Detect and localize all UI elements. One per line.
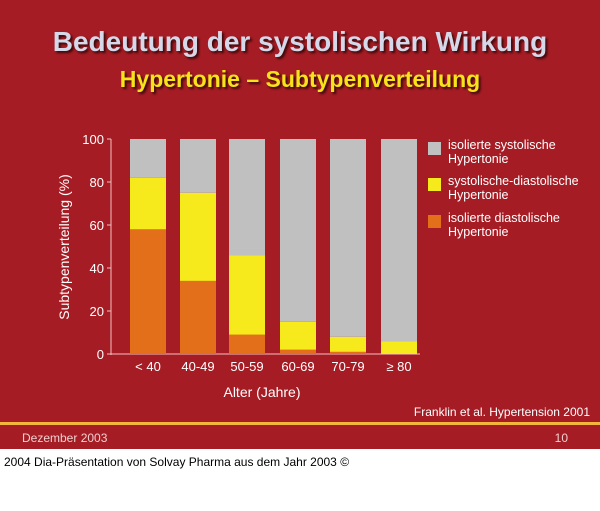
caption: 2004 Dia-Präsentation von Solvay Pharma … xyxy=(4,455,350,469)
bar-segment xyxy=(381,341,417,354)
legend-swatch xyxy=(428,142,441,155)
bar-segment xyxy=(180,280,216,354)
x-axis-label: Alter (Jahre) xyxy=(223,384,300,400)
bar-segment xyxy=(330,139,366,337)
divider-line xyxy=(0,422,600,425)
bar-segment xyxy=(180,192,216,281)
bar-segment xyxy=(180,139,216,193)
y-tick-label: 40 xyxy=(90,261,104,276)
legend-entry: isolierte diastolische Hypertonie xyxy=(448,211,560,239)
citation: Franklin et al. Hypertension 2001 xyxy=(413,405,590,419)
x-tick-label: ≥ 80 xyxy=(386,359,411,374)
x-tick-label: < 40 xyxy=(135,359,161,374)
y-axis-label: Subtypenverteilung (%) xyxy=(56,174,72,320)
bar-segment xyxy=(130,229,166,354)
legend-label: isolierte diastolische xyxy=(448,211,560,225)
bar-segment xyxy=(229,139,265,256)
legend-entry: systolische-diastolische Hypertonie xyxy=(448,174,579,202)
bar-segment xyxy=(330,336,366,352)
bar-segment xyxy=(381,139,417,342)
legend-label: Hypertonie xyxy=(448,188,509,202)
bar-segment xyxy=(280,321,316,350)
x-tick-label: 50-59 xyxy=(230,359,263,374)
stacked-bar-chart: 0 20 40 60 80 100 < 40 40-49 50-59 60-69 70-79 ≥ 80… xyxy=(56,132,420,400)
slide-date: Dezember 2003 xyxy=(22,431,108,445)
slide-title: Bedeutung der systolischen Wirkung xyxy=(52,26,548,57)
legend-label: systolische-diastolische xyxy=(448,174,579,188)
bar-segment xyxy=(330,351,366,354)
legend-label: Hypertonie xyxy=(448,225,509,239)
bar-segment xyxy=(130,139,166,178)
bar-segment xyxy=(280,349,316,354)
y-tick-label: 100 xyxy=(82,132,104,147)
slide: Bedeutung der systolischen Wirkung Hyper… xyxy=(0,0,600,449)
legend-swatch xyxy=(428,178,441,191)
bar-segment xyxy=(229,255,265,335)
page-number: 10 xyxy=(554,431,568,445)
x-tick-label: 60-69 xyxy=(281,359,314,374)
x-tick-label: 70-79 xyxy=(331,359,364,374)
bar-segment xyxy=(130,177,166,230)
y-tick-label: 20 xyxy=(90,304,104,319)
y-tick-label: 0 xyxy=(97,347,104,362)
legend-label: isolierte systolische xyxy=(448,138,556,152)
bar-segment xyxy=(280,139,316,322)
legend-label: Hypertonie xyxy=(448,152,509,166)
y-tick-label: 80 xyxy=(90,175,104,190)
legend-entry: isolierte systolische Hypertonie xyxy=(448,138,556,166)
x-tick-label: 40-49 xyxy=(181,359,214,374)
slide-subtitle: Hypertonie – Subtypenverteilung xyxy=(119,66,481,92)
y-tick-label: 60 xyxy=(90,218,104,233)
legend-swatch xyxy=(428,215,441,228)
bar-segment xyxy=(229,334,265,354)
